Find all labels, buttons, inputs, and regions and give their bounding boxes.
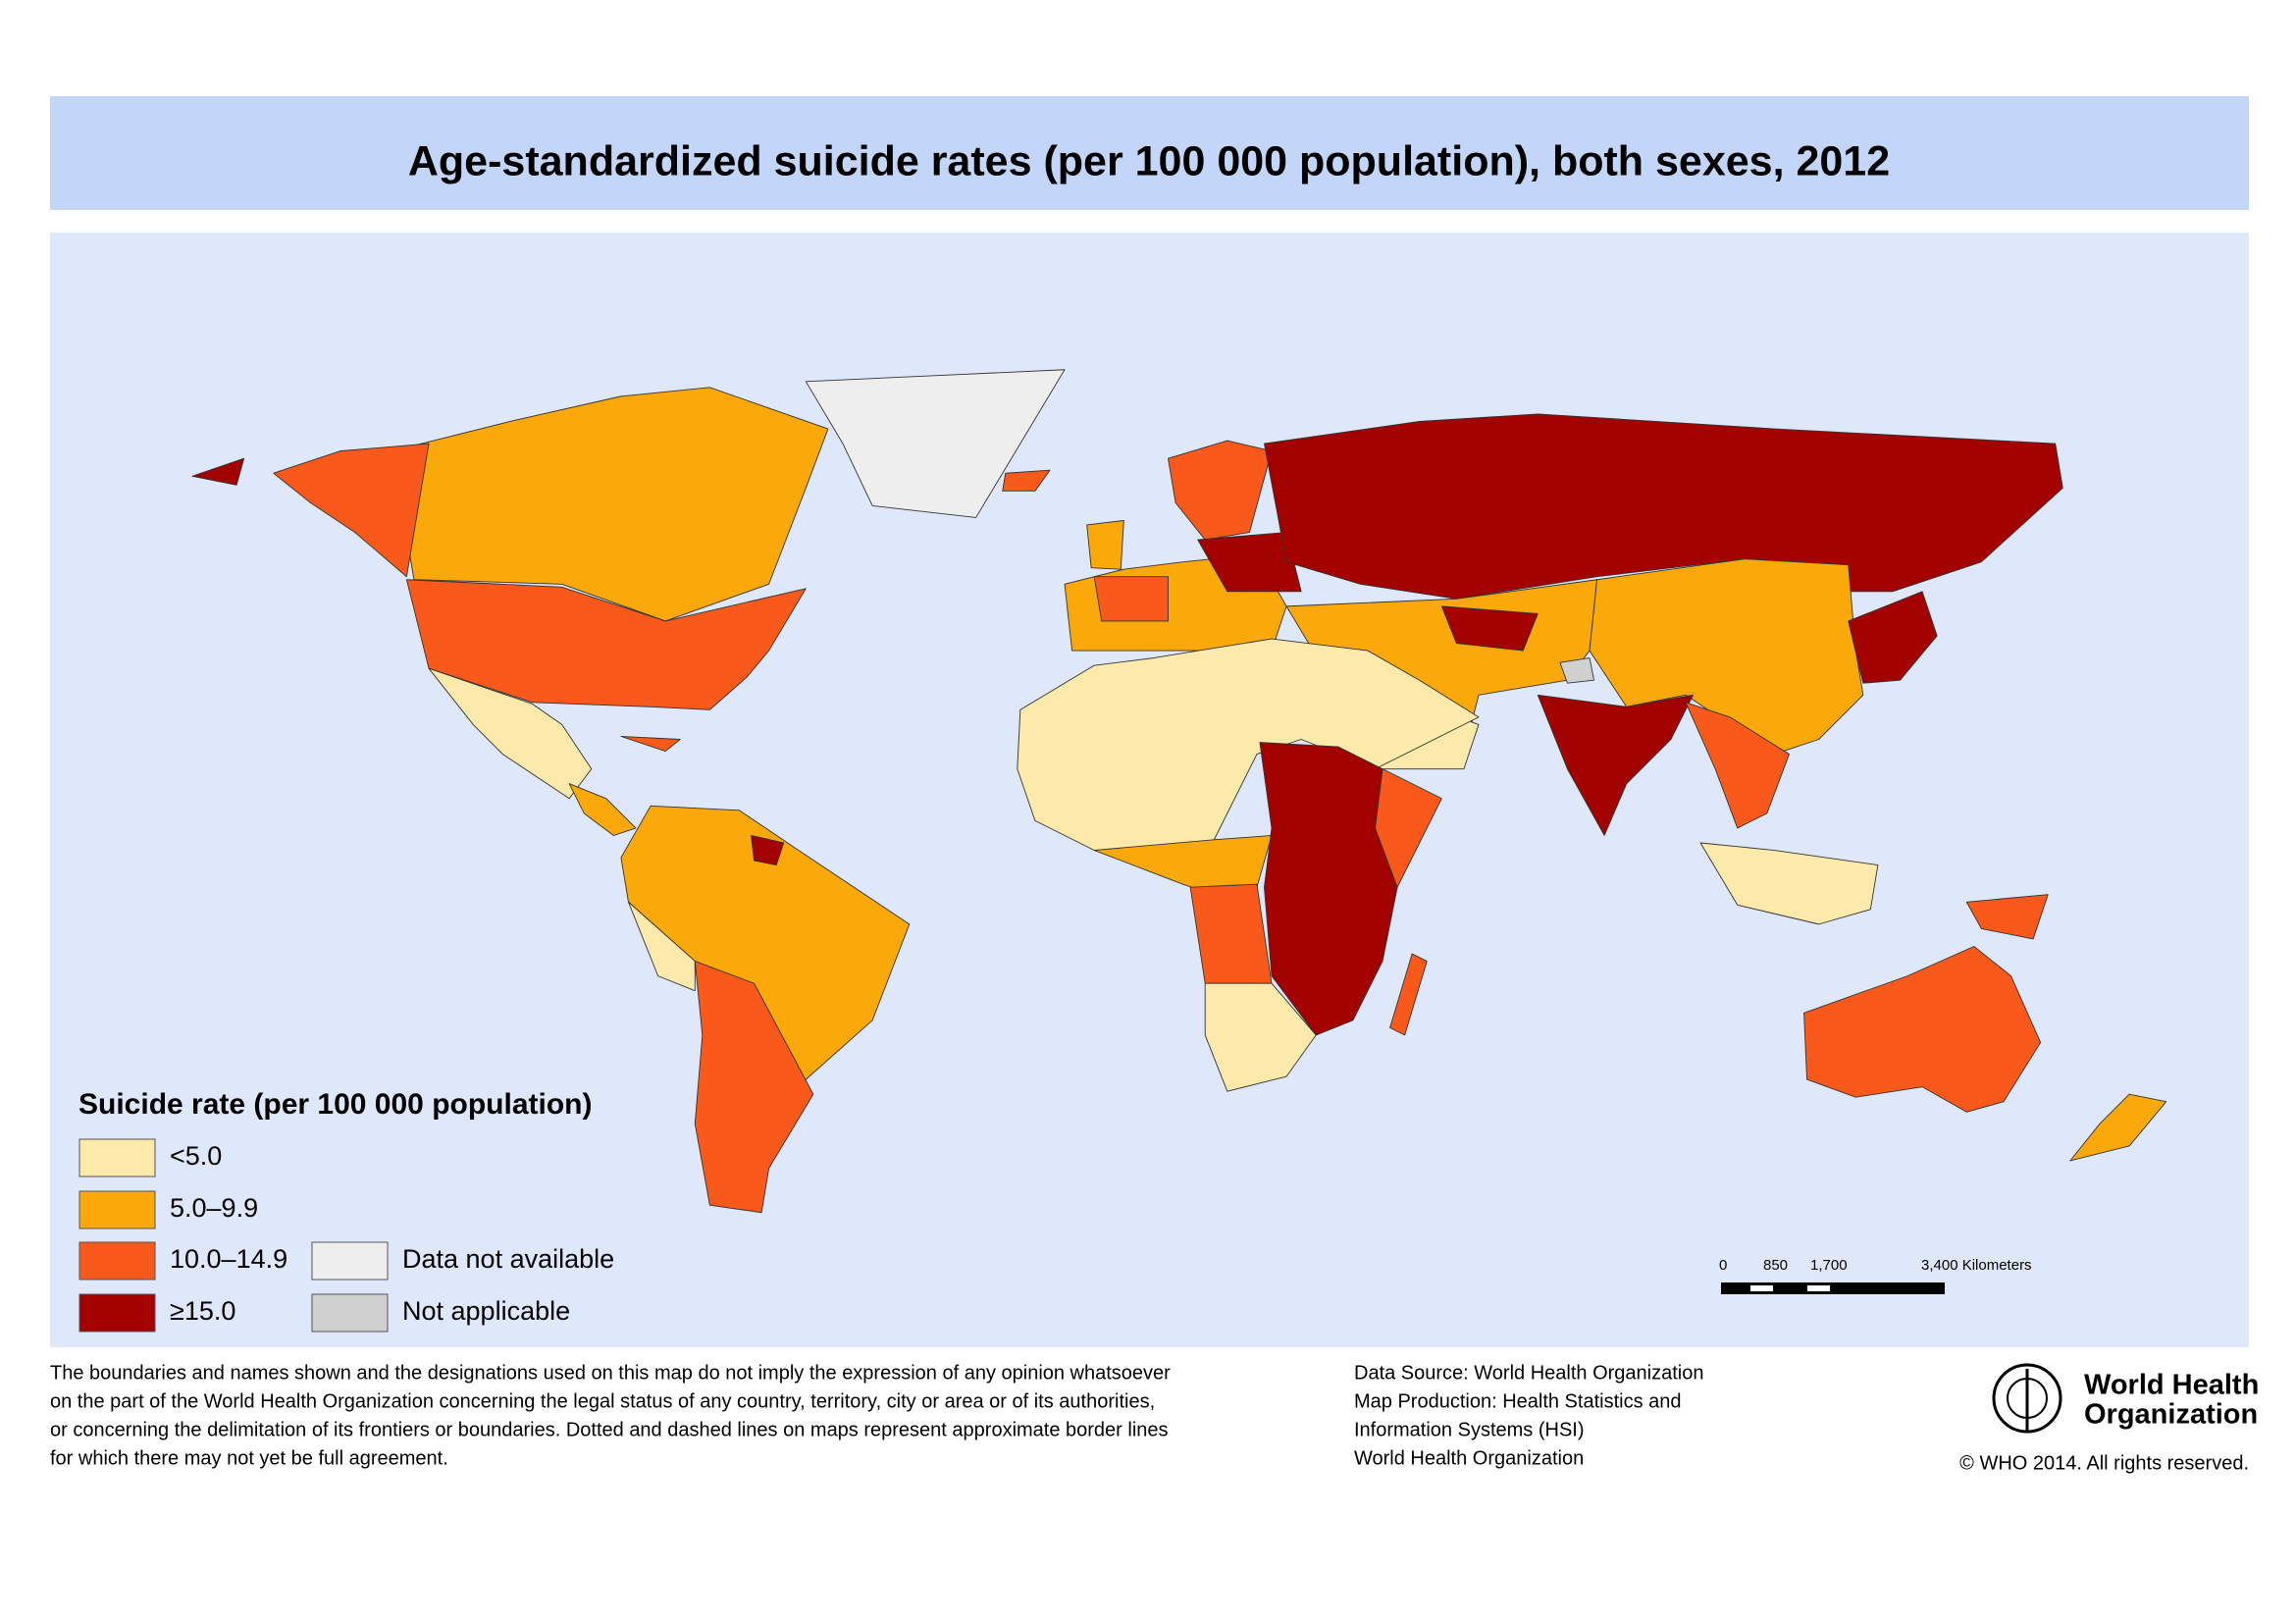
disclaimer-line: for which there may not yet be full agre… [50,1447,448,1469]
usa [405,579,807,710]
legend: <5.0 5.0–9.9 10.0–14.9 ≥15.0 Data not availa… [78,1138,614,1333]
legend-label: <5.0 [170,1141,222,1171]
china [1589,558,1864,756]
legend-title: Suicide rate (per 100 000 population) [78,1088,592,1121]
disclaimer-line: on the part of the World Health Organiza… [50,1390,1155,1412]
title-band [50,96,2249,210]
france [1093,576,1169,622]
aleutians [191,457,245,486]
map-title: Age-standardized suicide rates (per 100 … [408,137,1890,184]
png [1965,894,2049,940]
legend-swatch [78,1138,156,1177]
legend-swatch [78,1190,156,1229]
iceland [1002,469,1051,492]
scale-label: 1,700 [1810,1257,1848,1274]
uk [1086,520,1124,570]
central-africa [1189,883,1273,984]
new-zealand [2069,1093,2167,1162]
copyright: © WHO 2014. All rights reserved. [1959,1452,2249,1474]
disclaimer-line: or concerning the delimitation of its fr… [50,1419,1169,1440]
legend-label: Not applicable [402,1296,570,1326]
southeast-asia [1685,702,1790,829]
legend-swatch [311,1293,389,1333]
east-africa [1259,742,1398,1036]
scale-label: 850 [1763,1257,1788,1274]
madagascar [1389,953,1428,1036]
logo-text: Organization [2084,1399,2258,1431]
scandinavia [1168,440,1273,541]
logo-text: World Health [2084,1370,2259,1401]
legend-swatch [78,1241,156,1281]
kashmir [1559,657,1594,684]
scale-bar-segment [1750,1285,1773,1291]
source-line: World Health Organization [1354,1447,1584,1469]
mexico [428,667,593,800]
australia [1803,946,2042,1113]
russia [1264,413,2063,600]
indonesia [1699,842,1879,925]
korea-japan [1848,591,1938,684]
legend-label: 10.0–14.9 [170,1244,287,1274]
legend-swatch [311,1241,389,1281]
eastern-europe [1197,532,1302,593]
scale-bar-body [1721,1282,1945,1294]
india [1537,694,1694,836]
central-america [568,783,637,836]
scale-label: 0 [1719,1257,1727,1274]
scale-bar: 0 850 1,700 3,400 Kilometers [1719,1257,2032,1294]
legend-label: Data not available [402,1244,614,1274]
southern-africa [1204,982,1317,1092]
disclaimer-line: The boundaries and names shown and the d… [50,1362,1171,1384]
peru [628,901,696,992]
guyana [751,835,785,866]
legend-label: 5.0–9.9 [170,1193,258,1223]
source-line: Information Systems (HSI) [1354,1419,1585,1440]
source-line: Map Production: Health Statistics and [1354,1390,1682,1412]
alaska [273,443,430,578]
world-map [191,369,2167,1214]
scale-bar-segment [1807,1285,1830,1291]
legend-label: ≥15.0 [170,1296,235,1326]
greenland [805,369,1066,518]
canada [391,387,829,622]
kazakhstan-south [1440,605,1539,652]
cuba [620,736,681,753]
scale-label: 3,400 Kilometers [1921,1257,2032,1274]
somalia [1375,768,1442,888]
who-logo: World Health Organization [1992,1363,2259,1434]
legend-swatch [78,1293,156,1333]
source-line: Data Source: World Health Organization [1354,1362,1703,1384]
logo-emblem [1992,1363,2062,1434]
southern-cone [694,961,814,1214]
